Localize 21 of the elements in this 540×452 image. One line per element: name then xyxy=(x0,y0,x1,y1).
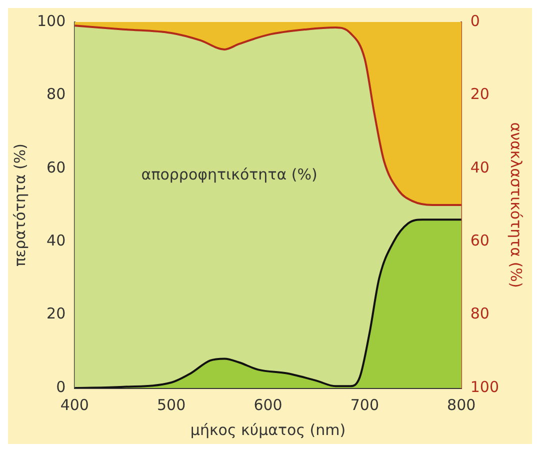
y-axis-title: περατότητα (%) xyxy=(10,144,29,266)
y-tick-label: 60 xyxy=(46,158,66,176)
y-tick-label: 20 xyxy=(46,304,66,323)
y2-tick-label: 40 xyxy=(470,158,490,176)
y2-tick-label: 20 xyxy=(470,85,490,104)
x-tick-label: 800 xyxy=(447,396,476,414)
y2-axis-title: ανακλαστικότητα (%) xyxy=(507,122,526,288)
x-tick-label: 500 xyxy=(156,396,186,414)
band-label: απορροφητικότητα (%) xyxy=(141,166,318,184)
y-tick-label: 40 xyxy=(46,231,66,250)
y-tick-label: 0 xyxy=(56,378,66,396)
x-tick-label: 700 xyxy=(350,396,380,414)
y-tick-label: 100 xyxy=(36,12,66,30)
x-tick-label: 600 xyxy=(254,396,282,414)
y2-tick-label: 0 xyxy=(470,12,480,30)
x-tick-label: 400 xyxy=(60,396,89,414)
x-axis-title: μήκος κύματος (nm) xyxy=(190,420,346,439)
y2-tick-label: 100 xyxy=(470,378,500,396)
y2-tick-label: 80 xyxy=(470,304,490,323)
y-tick-label: 80 xyxy=(46,85,66,104)
y2-tick-label: 60 xyxy=(470,231,490,250)
